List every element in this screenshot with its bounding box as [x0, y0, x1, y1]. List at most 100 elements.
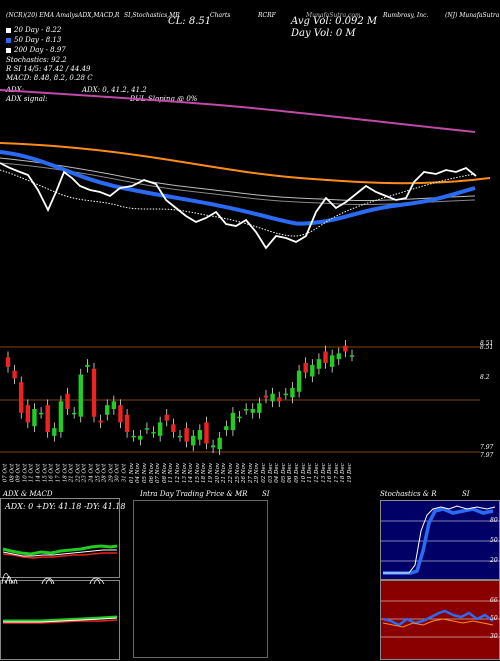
date-label: 15 Nov	[194, 463, 201, 483]
date-label: 10 Oct	[22, 463, 29, 483]
date-label: 21 Oct	[68, 463, 75, 483]
date-label: 20 Nov	[214, 463, 221, 483]
candle-body	[336, 353, 341, 360]
candle-body	[270, 393, 275, 402]
rsi-panel	[380, 580, 500, 660]
candle-body	[177, 435, 183, 438]
date-label: 12 Nov	[174, 463, 181, 483]
candle-body	[91, 368, 97, 417]
candle-body	[243, 409, 249, 411]
stochastics-readout: Stochastics: 92.2	[6, 56, 67, 64]
price-chart	[0, 89, 491, 455]
date-label: 31 Oct	[121, 463, 128, 483]
legend-50day: 50 Day - 8.13	[6, 36, 61, 44]
macd-hump-1	[4, 581, 14, 584]
legend-swatch-50	[6, 37, 11, 43]
adx-panel: ADX: 0 +DY: 41.18 -DY: 41.18	[0, 498, 125, 578]
date-label: 18 Oct	[61, 463, 68, 483]
bull-sloping: BUL Sloping @ 0%	[130, 95, 198, 103]
rsi-orange-line	[382, 618, 494, 628]
avg-volume: Avg Vol: 0.092 M	[291, 16, 378, 27]
header-left-2: SI,Stochastics,MR	[124, 12, 180, 19]
candle-body	[164, 414, 169, 421]
candle-body	[105, 405, 110, 415]
date-label: 04 Dec	[273, 463, 280, 483]
date-label: 11 Nov	[168, 463, 175, 483]
date-label: 02 Dec	[260, 463, 267, 483]
legend-20day: 20 Day - 8.22	[6, 26, 61, 34]
date-label: 21 Nov	[221, 463, 228, 483]
candle-body	[65, 393, 70, 409]
date-label: 09 Oct	[15, 463, 22, 483]
macd-green-line	[3, 615, 118, 623]
date-label: 25 Oct	[94, 463, 101, 483]
macd-red-line	[3, 619, 118, 624]
candle-body	[45, 405, 50, 432]
date-label: 05 Dec	[280, 463, 287, 483]
candle-body	[210, 445, 216, 448]
rsi-blue-line	[382, 609, 494, 627]
rsi-tick-50: 50	[490, 615, 498, 622]
legend-200day: 200 Day - 8.97	[6, 46, 66, 54]
candle-body	[25, 405, 31, 423]
date-label: 16 Oct	[48, 463, 55, 483]
candle-body	[5, 357, 11, 367]
candle-body	[303, 363, 308, 373]
candle-body	[343, 345, 348, 352]
adx-green-line	[2, 544, 118, 556]
candle-body	[204, 422, 209, 444]
stoch-tick-20: 20	[490, 557, 498, 564]
adx-signal: ADX signal:	[6, 95, 48, 103]
candle-body	[237, 416, 242, 419]
date-label: 19 Nov	[208, 463, 215, 483]
candle-body	[290, 387, 295, 398]
stoch-blue-line	[383, 507, 494, 575]
macd-panel	[0, 580, 120, 660]
date-label: 14 Oct	[35, 463, 42, 483]
candle-body	[111, 401, 117, 409]
date-label: 19 Dec	[346, 463, 353, 483]
intraday-si: SI	[262, 490, 270, 498]
adx-macd-title: ADX & MACD	[3, 490, 53, 498]
date-label: 17 Oct	[55, 463, 62, 483]
candle-body	[19, 382, 24, 413]
stoch-title: Stochastics & R	[380, 490, 437, 498]
candle-body	[277, 397, 282, 402]
intraday-panel	[133, 500, 268, 658]
rsi-readout: R SI 14/5: 47.42 / 44.49	[6, 65, 91, 73]
intraday-title: Intra Day Trading Price & MR	[140, 490, 248, 498]
rsi-tick-66: 66	[490, 597, 498, 604]
date-label: 17 Dec	[333, 463, 340, 483]
squiggle-2	[41, 577, 55, 585]
candle-body	[250, 409, 255, 413]
candle-body	[157, 422, 163, 436]
candle-body	[323, 351, 328, 363]
day-volume: Day Vol: 0 M	[291, 28, 356, 39]
candle-body	[283, 393, 289, 396]
legend-50-label: 50 Day - 8.13	[14, 36, 62, 44]
ema-20-dotted	[0, 169, 476, 237]
date-label: 07 Nov	[155, 463, 162, 483]
date-label: 11 Dec	[307, 463, 314, 483]
date-label: 01 Nov	[128, 463, 135, 483]
candle-body	[296, 370, 302, 392]
stochastics-panel	[380, 500, 500, 580]
date-label: 08 Nov	[161, 463, 168, 483]
adx-red-line	[2, 552, 117, 559]
header-left: (NCR)(20) EMA AmalysADX,MACD,R	[6, 12, 120, 19]
adx-white-line	[2, 549, 117, 557]
date-label: 22 Nov	[227, 463, 234, 483]
date-label: 16 Dec	[326, 463, 333, 483]
price-label-3: 8.2	[480, 374, 490, 381]
price-label-2: 8.51	[480, 344, 494, 351]
date-label: 09 Dec	[293, 463, 300, 483]
stoch-tick-50: 50	[490, 537, 498, 544]
candle-body	[52, 428, 57, 436]
candle-body	[12, 370, 17, 379]
candle-body	[151, 432, 156, 434]
candle-body	[257, 403, 262, 413]
candle-body	[329, 355, 335, 367]
close-price: CL: 8.51	[168, 16, 212, 27]
date-label: 18 Dec	[340, 463, 347, 483]
legend-20-label: 20 Day - 8.22	[14, 26, 62, 34]
